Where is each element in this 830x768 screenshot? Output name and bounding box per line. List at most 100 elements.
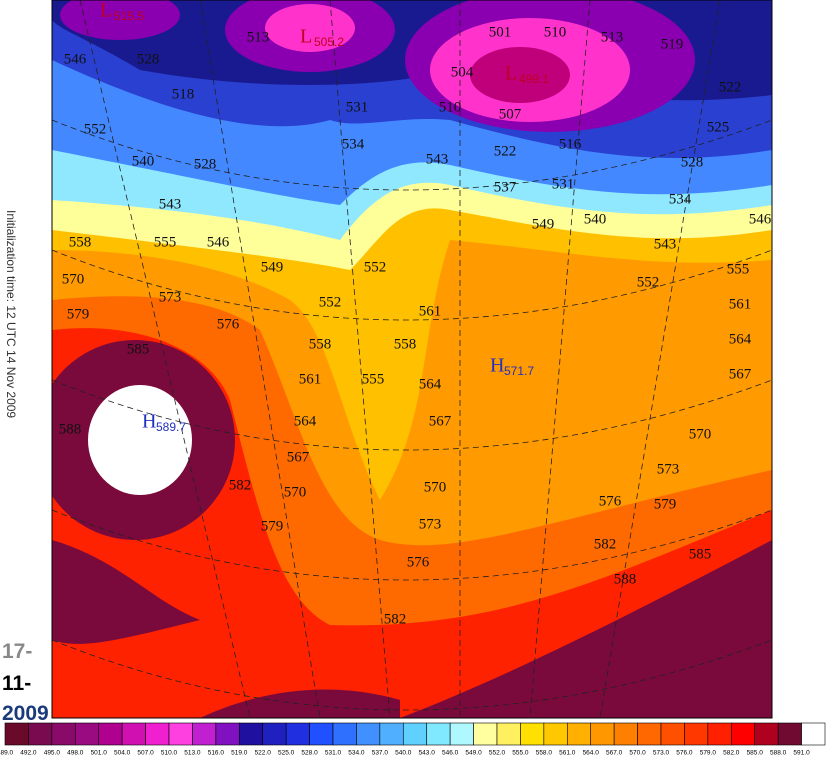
- colorbar-label: 573.0: [653, 750, 670, 757]
- contour-label: 552: [364, 259, 387, 275]
- contour-label: 555: [154, 234, 177, 250]
- contour-label: 567: [429, 413, 452, 429]
- contour-label: 501: [489, 24, 512, 40]
- colorbar-swatch: [145, 722, 170, 746]
- colorbar-label: 498.0: [67, 750, 84, 757]
- contour-label: 579: [67, 306, 90, 322]
- contour-label: 552: [319, 294, 342, 310]
- colorbar-label: 537.0: [372, 750, 389, 757]
- colorbar-label: 531.0: [325, 750, 342, 757]
- colorbar-label: 489.0: [0, 750, 14, 757]
- contour-label: 543: [654, 236, 677, 252]
- contour-label: 513: [247, 29, 270, 45]
- contour-label: 504: [451, 64, 474, 80]
- colorbar-label: 510.0: [161, 750, 178, 757]
- colorbar-swatch: [332, 722, 357, 746]
- center-value: 589.7: [156, 420, 186, 434]
- colorbar-swatch: [473, 722, 498, 746]
- contour-label: 513: [601, 29, 624, 45]
- colorbar-label: 540.0: [395, 750, 412, 757]
- contour-label: 519: [661, 36, 684, 52]
- contour-label: 531: [552, 176, 575, 192]
- colorbar-label: 492.0: [20, 750, 37, 757]
- colorbar-swatch: [28, 722, 53, 746]
- contour-label: 564: [294, 413, 317, 429]
- contour-label: 543: [159, 196, 182, 212]
- colorbar-label: 519.0: [231, 750, 248, 757]
- colorbar-swatch: [98, 722, 123, 746]
- colorbar-label: 543.0: [419, 750, 436, 757]
- colorbar-label: 591.0: [793, 750, 810, 757]
- date-year: 2009: [2, 702, 49, 725]
- center-letter: H: [490, 355, 504, 377]
- colorbar-label: 534.0: [348, 750, 365, 757]
- contour-label: 576: [407, 554, 430, 570]
- colorbar-swatch: [74, 722, 100, 746]
- contour-label: 552: [637, 274, 660, 290]
- contour-label: 555: [727, 261, 750, 277]
- colorbar-label: 564.0: [583, 750, 600, 757]
- colorbar-label: 558.0: [536, 750, 553, 757]
- colorbar-label: 585.0: [747, 750, 764, 757]
- colorbar-label: 504.0: [114, 750, 131, 757]
- grid: [52, 0, 772, 718]
- contour-label: 561: [419, 303, 442, 319]
- contour-label: 582: [384, 611, 407, 627]
- contour-label: 567: [729, 366, 752, 382]
- map-frame: [51, 0, 773, 719]
- colorbar-swatch: [707, 722, 732, 746]
- contour-label: 570: [284, 484, 307, 500]
- contour-label: 570: [62, 271, 85, 287]
- contour-label: 588: [59, 421, 82, 437]
- center-letter: L: [300, 26, 312, 48]
- contour-label: 579: [261, 518, 284, 534]
- colorbar-swatch: [215, 722, 240, 746]
- center-value: 505.2: [314, 35, 344, 49]
- contour-label: 558: [309, 336, 332, 352]
- center-value: 571.7: [504, 364, 534, 378]
- colorbar-label: 522.0: [255, 750, 272, 757]
- date-month: 11-: [2, 672, 32, 695]
- contour-label: 573: [419, 516, 442, 532]
- center-value: 499.1: [519, 72, 549, 86]
- contour-label: 537: [494, 179, 517, 195]
- contour-label: 516: [559, 136, 582, 152]
- contour-label: 540: [132, 153, 155, 169]
- date-day: 17-: [2, 640, 33, 663]
- colorbar-swatch: [496, 722, 521, 746]
- colorbar-swatch: [520, 722, 545, 746]
- contour-label: 528: [137, 51, 160, 67]
- colorbar-label: 570.0: [629, 750, 646, 757]
- contour-label: 573: [657, 461, 680, 477]
- contour-label: 534: [669, 191, 692, 207]
- colorbar-swatch: [356, 722, 381, 746]
- init-time: Initialization time: 12 UTC 14 Nov 2009: [4, 210, 18, 418]
- colorbar-label: 588.0: [770, 750, 787, 757]
- contour-label: 585: [689, 546, 712, 562]
- colorbar-swatch: [543, 722, 568, 746]
- contour-label: 573: [159, 289, 182, 305]
- colorbar-label: 567.0: [606, 750, 623, 757]
- contour-label: 558: [69, 234, 92, 250]
- colorbar-swatch: [51, 722, 76, 746]
- contour-label: 546: [207, 234, 230, 250]
- colorbar-swatch: [590, 722, 615, 746]
- contour-label: 561: [299, 371, 322, 387]
- contour-label: 564: [419, 376, 442, 392]
- contour-label: 552: [84, 121, 107, 137]
- contour-label: 540: [584, 211, 607, 227]
- colorbar-swatch: [402, 722, 428, 746]
- colorbar-label: 507.0: [137, 750, 154, 757]
- contour-label: 567: [287, 449, 310, 465]
- colorbar-swatch: [566, 722, 592, 746]
- contour-label: 528: [194, 156, 217, 172]
- contour-label: 546: [64, 51, 87, 67]
- contour-label: 564: [729, 331, 752, 347]
- contour-label: 570: [424, 479, 447, 495]
- colorbar-label: 561.0: [559, 750, 576, 757]
- colorbar-label: 576.0: [676, 750, 693, 757]
- contour-label: 534: [342, 136, 365, 152]
- colorbar-swatch: [637, 722, 662, 746]
